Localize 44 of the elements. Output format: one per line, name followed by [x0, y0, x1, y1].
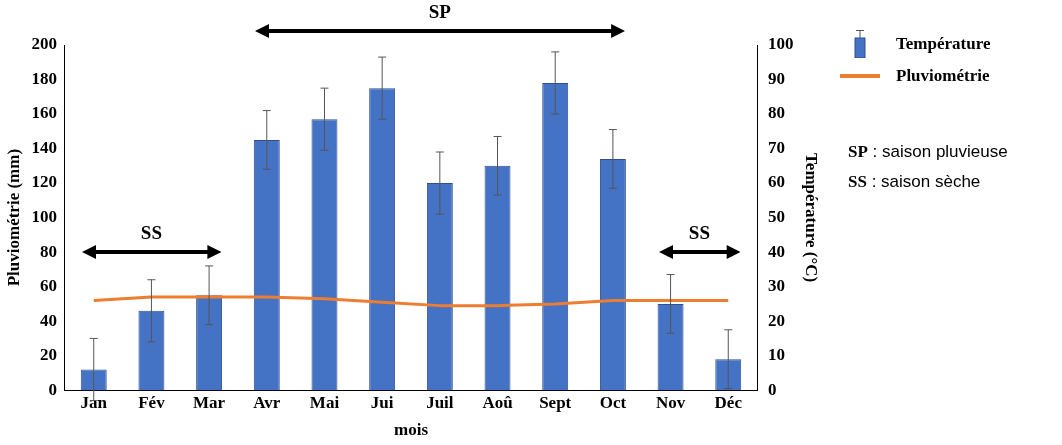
annotation: SS [140, 222, 162, 245]
text: SP : saison pluvieuse [848, 142, 1008, 161]
x-tick-label: Fév [138, 392, 166, 412]
y2-tick-label: 30 [768, 276, 786, 296]
y2-tick-label: 60 [768, 172, 786, 192]
y-tick-label: 160 [31, 103, 57, 123]
annotation: SS [688, 222, 710, 245]
text: SP [428, 1, 451, 23]
y-tick-label: 20 [39, 345, 57, 365]
y-tick-label: 60 [39, 276, 57, 296]
y-tick-label: 120 [31, 172, 57, 192]
y-tick-label: 180 [31, 68, 57, 88]
y2-tick-label: 90 [768, 68, 786, 88]
x-tick-label: Juil [426, 392, 454, 412]
x-axis-title: mois [394, 420, 429, 440]
y-tick-label: 0 [48, 379, 57, 399]
y2-tick-label: 0 [768, 379, 777, 399]
y-tick-label: 200 [31, 34, 57, 54]
y2-tick-label: 80 [768, 103, 786, 123]
y2-axis-title: Température (°C) [802, 153, 822, 283]
legend-label: Température [896, 34, 991, 54]
y2-tick-label: 50 [768, 206, 786, 226]
y2-tick-label: 10 [768, 345, 786, 365]
x-tick-label: Jan [80, 392, 108, 412]
y2-tick-label: 100 [768, 34, 794, 54]
y-tick-label: 80 [39, 241, 57, 261]
x-tick-label: Nov [655, 392, 686, 412]
x-tick-label: Mar [193, 392, 226, 412]
x-tick-label: Déc [714, 392, 743, 412]
text: SS : saison sèche [848, 172, 981, 191]
x-tick-label: Aoû [482, 392, 513, 412]
x-tick-label: Sept [539, 392, 572, 412]
x-tick-label: Oct [599, 392, 627, 412]
y-tick-label: 100 [31, 206, 57, 226]
x-tick-label: Mai [309, 392, 340, 412]
y2-tick-label: 40 [768, 241, 786, 261]
y2-tick-label: 70 [768, 137, 786, 157]
legend-label: Pluviométrie [896, 66, 990, 86]
y-tick-label: 40 [39, 310, 57, 330]
y-tick-label: 140 [31, 137, 57, 157]
y2-tick-label: 20 [768, 310, 786, 330]
x-tick-label: Avr [253, 392, 281, 412]
x-tick-label: Jui [370, 392, 394, 412]
y-axis-title: Pluviométrie (mm) [3, 148, 23, 287]
